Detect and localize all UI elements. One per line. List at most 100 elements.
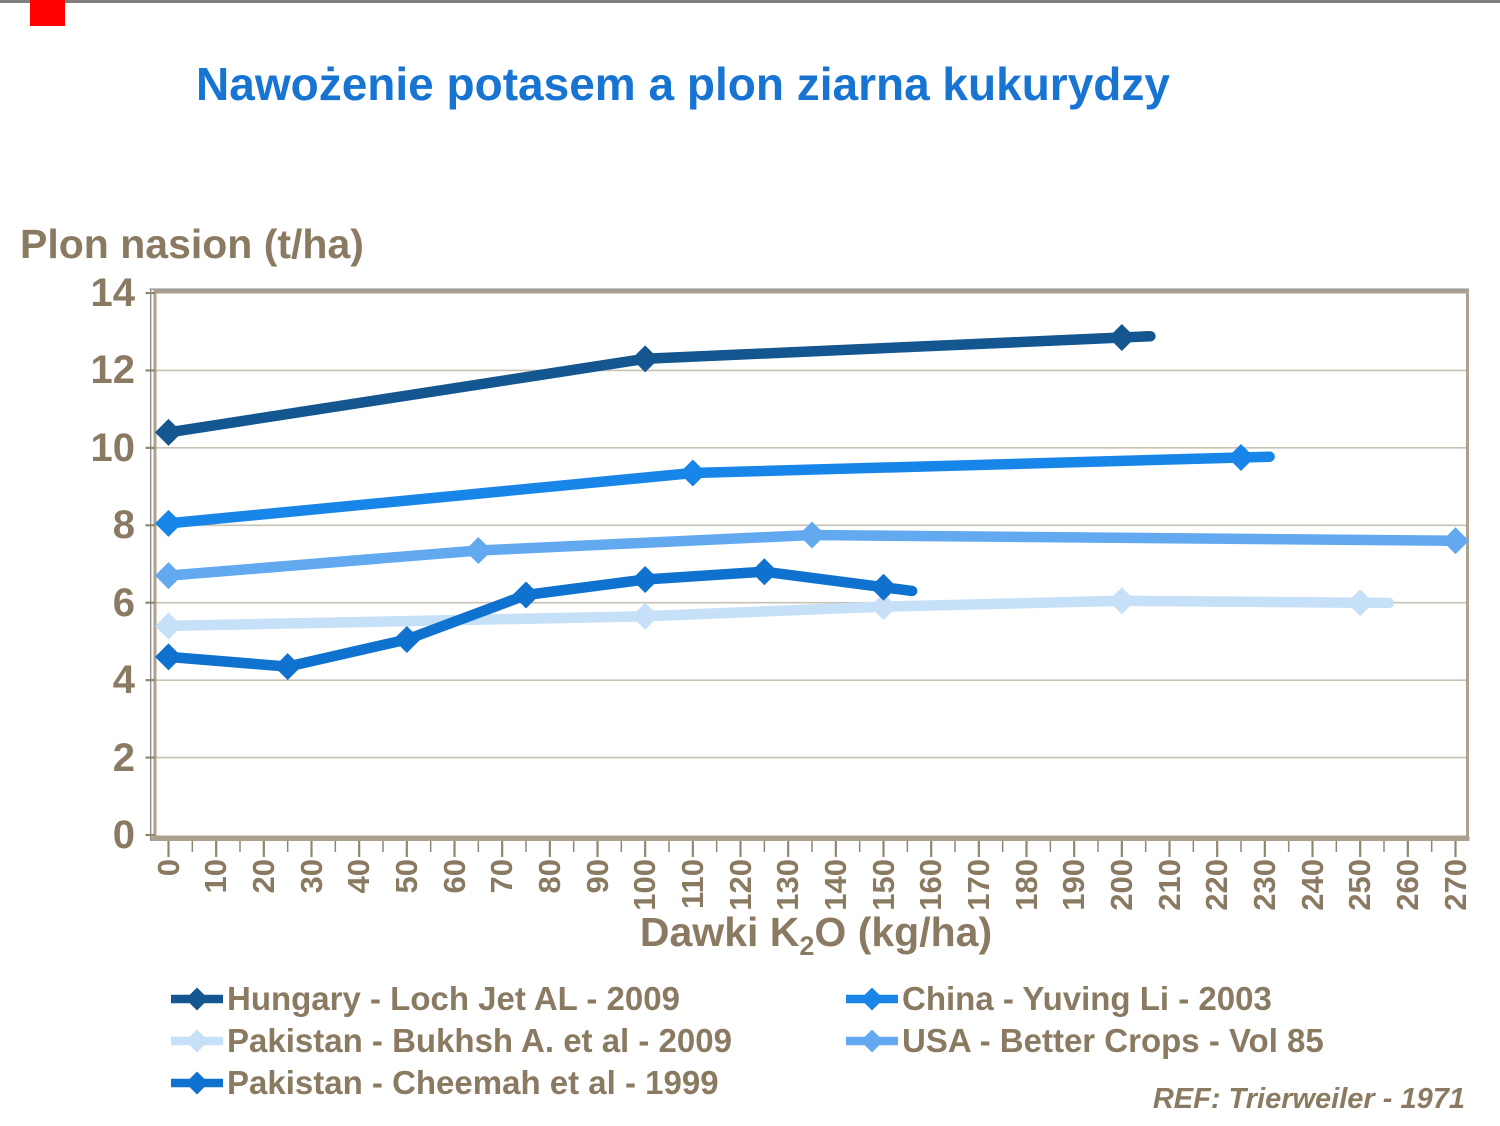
x-tick-label-text: 250 — [1342, 859, 1378, 911]
x-axis-title-text: Dawki K — [639, 909, 800, 955]
x-tick-label-text: 150 — [865, 859, 901, 911]
x-axis-title-suffix: O (kg/ha) — [814, 909, 993, 955]
chart-title: Nawożenie potasem a plon ziarna kukurydz… — [196, 58, 1170, 110]
series-3-marker — [798, 521, 826, 549]
x-tick-label-text: 120 — [722, 859, 758, 911]
legend-label: Pakistan - Cheemah et al - 1999 — [227, 1064, 719, 1101]
series-4-marker — [393, 625, 421, 653]
legend-marker-icon — [846, 1029, 898, 1053]
legend-diamond-icon — [860, 987, 884, 1011]
series-2-marker — [1108, 587, 1136, 615]
series-2-marker — [155, 612, 182, 640]
x-tick-label-text: 60 — [436, 859, 472, 894]
x-tick-label-text: 260 — [1389, 859, 1425, 911]
legend-item: USA - Better Crops - Vol 85 — [846, 1020, 1324, 1062]
x-tick-label-text: 180 — [1008, 859, 1044, 911]
x-tick-label-text: 230 — [1246, 859, 1282, 911]
legend-diamond-icon — [185, 1029, 209, 1053]
x-tick-label-text: 130 — [770, 859, 806, 911]
series-3-marker — [1442, 527, 1470, 555]
x-tick-label-text: 270 — [1437, 859, 1473, 911]
y-tick-label: 12 — [90, 348, 136, 393]
x-tick-label: 10 — [198, 859, 234, 969]
x-tick-label-text: 140 — [817, 859, 853, 911]
series-1-marker — [1227, 444, 1255, 472]
legend-item: Pakistan - Bukhsh A. et al - 2009 — [171, 1020, 732, 1062]
y-tick-label: 10 — [90, 425, 136, 470]
y-tick-label: 6 — [112, 580, 135, 625]
x-tick-label-text: 190 — [1056, 859, 1092, 911]
x-tick-label-text: 210 — [1151, 859, 1187, 911]
series-0-marker — [1108, 324, 1136, 352]
series-4-marker — [870, 573, 898, 601]
series-4-marker — [512, 581, 540, 609]
y-tick-label: 8 — [112, 503, 135, 548]
x-tick-label: 20 — [245, 859, 281, 969]
x-tick-label: 220 — [1199, 859, 1235, 969]
series-4-marker — [750, 558, 778, 586]
x-tick-label: 40 — [341, 859, 376, 969]
x-tick-label: 260 — [1389, 859, 1425, 969]
series-0-marker — [631, 345, 659, 373]
legend-label: Pakistan - Bukhsh A. et al - 2009 — [227, 1022, 732, 1059]
legend-item: Pakistan - Cheemah et al - 1999 — [171, 1062, 719, 1104]
x-axis-title-subscript: 2 — [799, 931, 815, 961]
series-4-marker — [274, 653, 302, 681]
legend-marker-icon — [171, 1029, 223, 1053]
x-tick-label-text: 50 — [388, 859, 424, 894]
x-tick-label-text: 240 — [1294, 859, 1330, 911]
series-1-marker — [155, 509, 182, 537]
legend-diamond-icon — [185, 987, 209, 1011]
y-tick-label: 4 — [112, 658, 135, 703]
x-axis-title: Dawki K2O (kg/ha) — [466, 909, 1166, 962]
series-line-2 — [163, 595, 1395, 632]
series-line-4 — [163, 566, 918, 672]
x-tick-label: 270 — [1437, 859, 1473, 969]
reference-note: REF: Trierweiler - 1971 — [1152, 1083, 1465, 1115]
series-3-marker — [464, 536, 492, 564]
series-line-1 — [163, 451, 1275, 529]
x-tick-label: 230 — [1246, 859, 1282, 969]
x-tick-label-text: 80 — [531, 859, 567, 894]
legend-label: USA - Better Crops - Vol 85 — [902, 1022, 1324, 1059]
legend-diamond-icon — [860, 1029, 884, 1053]
series-2-marker — [870, 593, 898, 621]
x-tick-label: 30 — [293, 859, 329, 969]
x-tick-label: 0 — [150, 859, 186, 969]
x-tick-label-text: 10 — [198, 859, 234, 894]
y-tick-label: 14 — [90, 271, 136, 315]
series-line-0 — [163, 330, 1156, 438]
legend-diamond-icon — [185, 1071, 209, 1095]
legend-label: Hungary - Loch Jet AL - 2009 — [227, 980, 680, 1017]
series-line-3 — [163, 529, 1461, 581]
x-tick-label-text: 220 — [1199, 859, 1235, 911]
x-tick-label-text: 70 — [484, 859, 520, 894]
legend-marker-icon — [171, 987, 223, 1011]
legend-marker-icon — [171, 1071, 223, 1095]
series-4-marker — [631, 565, 659, 593]
series-0-marker — [155, 418, 182, 446]
top-border-strip — [0, 0, 1500, 3]
series-2-marker — [631, 602, 659, 630]
legend-item: Hungary - Loch Jet AL - 2009 — [171, 978, 680, 1020]
series-3-marker — [155, 562, 182, 590]
x-tick-label-text: 100 — [627, 859, 663, 911]
x-tick-label: 240 — [1294, 859, 1330, 969]
x-tick-label-text: 30 — [293, 859, 329, 894]
y-axis-title: Plon nasion (t/ha) — [20, 221, 364, 267]
x-tick-label-text: 170 — [960, 859, 996, 911]
x-tick-label-text: 200 — [1103, 859, 1139, 911]
x-tick-label-text: 160 — [913, 859, 949, 911]
red-corner-marker — [30, 0, 65, 26]
legend-item: China - Yuving Li - 2003 — [846, 978, 1272, 1020]
x-tick-label-text: 20 — [245, 859, 281, 894]
y-tick-label: 0 — [112, 813, 135, 857]
series-1-marker — [679, 459, 707, 487]
x-tick-label-text: 0 — [150, 859, 186, 877]
legend-label: China - Yuving Li - 2003 — [902, 980, 1272, 1017]
series-2-marker — [1346, 589, 1374, 617]
x-tick-label: 50 — [388, 859, 424, 969]
x-tick-label-text: 110 — [674, 859, 710, 910]
